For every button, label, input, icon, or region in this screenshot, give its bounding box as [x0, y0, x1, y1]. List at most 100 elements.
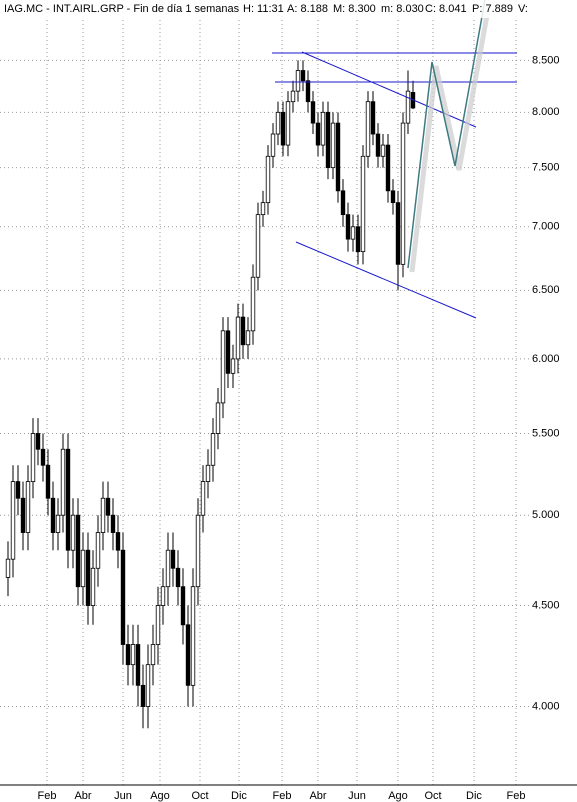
header-text: H: 11:31 — [243, 3, 284, 15]
candle-body — [180, 586, 186, 626]
projection-shadow — [409, 3, 492, 273]
header-text: M: 8.300 — [333, 3, 376, 15]
candle-body — [340, 190, 346, 216]
x-tick-label: Ago — [388, 790, 408, 802]
candle-body — [250, 276, 256, 332]
candle-body — [315, 122, 321, 146]
candle-body — [385, 144, 391, 192]
candle-body — [85, 549, 91, 606]
candle-body — [325, 111, 331, 169]
header: IAG.MC - INT.AIRL.GRP - Fin de día 1 sem… — [4, 3, 528, 15]
candle-body — [35, 433, 41, 450]
candle-body — [125, 644, 131, 666]
x-tick-label: Feb — [273, 790, 292, 802]
candle-body — [245, 330, 251, 346]
candle-body — [80, 549, 86, 588]
candle-body — [300, 70, 306, 82]
candle-body — [25, 481, 31, 533]
candle-body — [295, 70, 301, 92]
candle-body — [160, 586, 166, 606]
candle-body — [350, 226, 356, 240]
x-tick-label: Oct — [191, 790, 208, 802]
candle-body — [225, 330, 231, 374]
x-tick-label: Feb — [38, 790, 57, 802]
candle-body — [195, 514, 201, 588]
y-tick-label: 7.000 — [532, 221, 560, 233]
candle-body — [310, 101, 316, 124]
candle-body — [60, 448, 66, 516]
y-tick-label: 4.000 — [532, 700, 560, 712]
candle-body — [55, 514, 61, 533]
candle-body — [285, 101, 291, 146]
y-tick-label: 7.500 — [532, 162, 560, 174]
y-tick-label: 4.500 — [532, 599, 560, 611]
header-text: P: 7.889 — [472, 3, 513, 15]
candle-body — [45, 464, 51, 499]
candle-body — [365, 101, 371, 157]
candle-body — [185, 624, 191, 686]
y-tick-label: 5.000 — [532, 509, 560, 521]
candle-body — [330, 122, 336, 169]
candle-body — [400, 122, 406, 265]
candle-body — [150, 644, 156, 666]
trend-line — [295, 241, 477, 319]
candle-body — [200, 481, 206, 516]
y-tick-label: 6.500 — [532, 284, 560, 296]
x-tick-label: Ago — [150, 790, 170, 802]
candle-body — [100, 497, 106, 533]
projection-path — [407, 0, 486, 269]
candle-body — [135, 644, 141, 686]
candle-body — [120, 549, 126, 645]
plot — [0, 0, 530, 785]
candle-body — [10, 481, 16, 560]
candle-body — [375, 133, 381, 157]
candle-body — [370, 101, 376, 135]
candle-body — [95, 532, 101, 569]
candle-body — [205, 464, 211, 483]
candle-body — [50, 497, 56, 533]
candle-body — [255, 214, 261, 278]
candle-body — [110, 514, 116, 533]
x-tick-label: Feb — [507, 790, 526, 802]
candle-body — [280, 111, 286, 146]
candle-body — [275, 111, 281, 135]
candle-body — [20, 497, 26, 533]
candle-body — [345, 214, 351, 240]
header-text: C: 8.041 — [425, 3, 467, 15]
candle-body — [240, 316, 246, 346]
candle-body — [65, 448, 71, 551]
candle-body — [165, 549, 171, 588]
candle-body — [215, 402, 221, 434]
x-tick-label: Jun — [114, 790, 132, 802]
candle-body — [230, 358, 236, 374]
candle-body — [30, 433, 36, 483]
candle-body — [305, 80, 311, 103]
header-text: A: 8.188 — [287, 3, 328, 15]
candle-body — [290, 90, 296, 103]
candle-body — [145, 664, 151, 707]
header-text: IAG.MC - INT.AIRL.GRP - Fin de día 1 sem… — [4, 3, 240, 15]
candle-body — [90, 567, 96, 606]
x-tick-label: Dic — [231, 790, 247, 802]
y-tick-label: 8.000 — [532, 106, 560, 118]
candle-body — [265, 155, 271, 204]
x-tick-label: Dic — [466, 790, 482, 802]
candle-body — [115, 532, 121, 551]
candle-body — [155, 605, 161, 645]
header-text: m: 8.030 — [381, 3, 424, 15]
y-tick-label: 5.500 — [532, 427, 560, 439]
candle-body — [220, 330, 226, 404]
candle-body — [380, 144, 386, 157]
candle-body — [210, 433, 216, 466]
candle-body — [75, 514, 81, 588]
x-tick-label: Abr — [74, 790, 91, 802]
candle-body — [405, 90, 411, 124]
x-tick-label: Jun — [348, 790, 366, 802]
candle-body — [355, 226, 361, 253]
candle-body — [190, 586, 196, 686]
candle-body — [335, 122, 341, 192]
candle-body — [175, 567, 181, 588]
candle-body — [105, 497, 111, 516]
candle-body — [320, 111, 326, 146]
